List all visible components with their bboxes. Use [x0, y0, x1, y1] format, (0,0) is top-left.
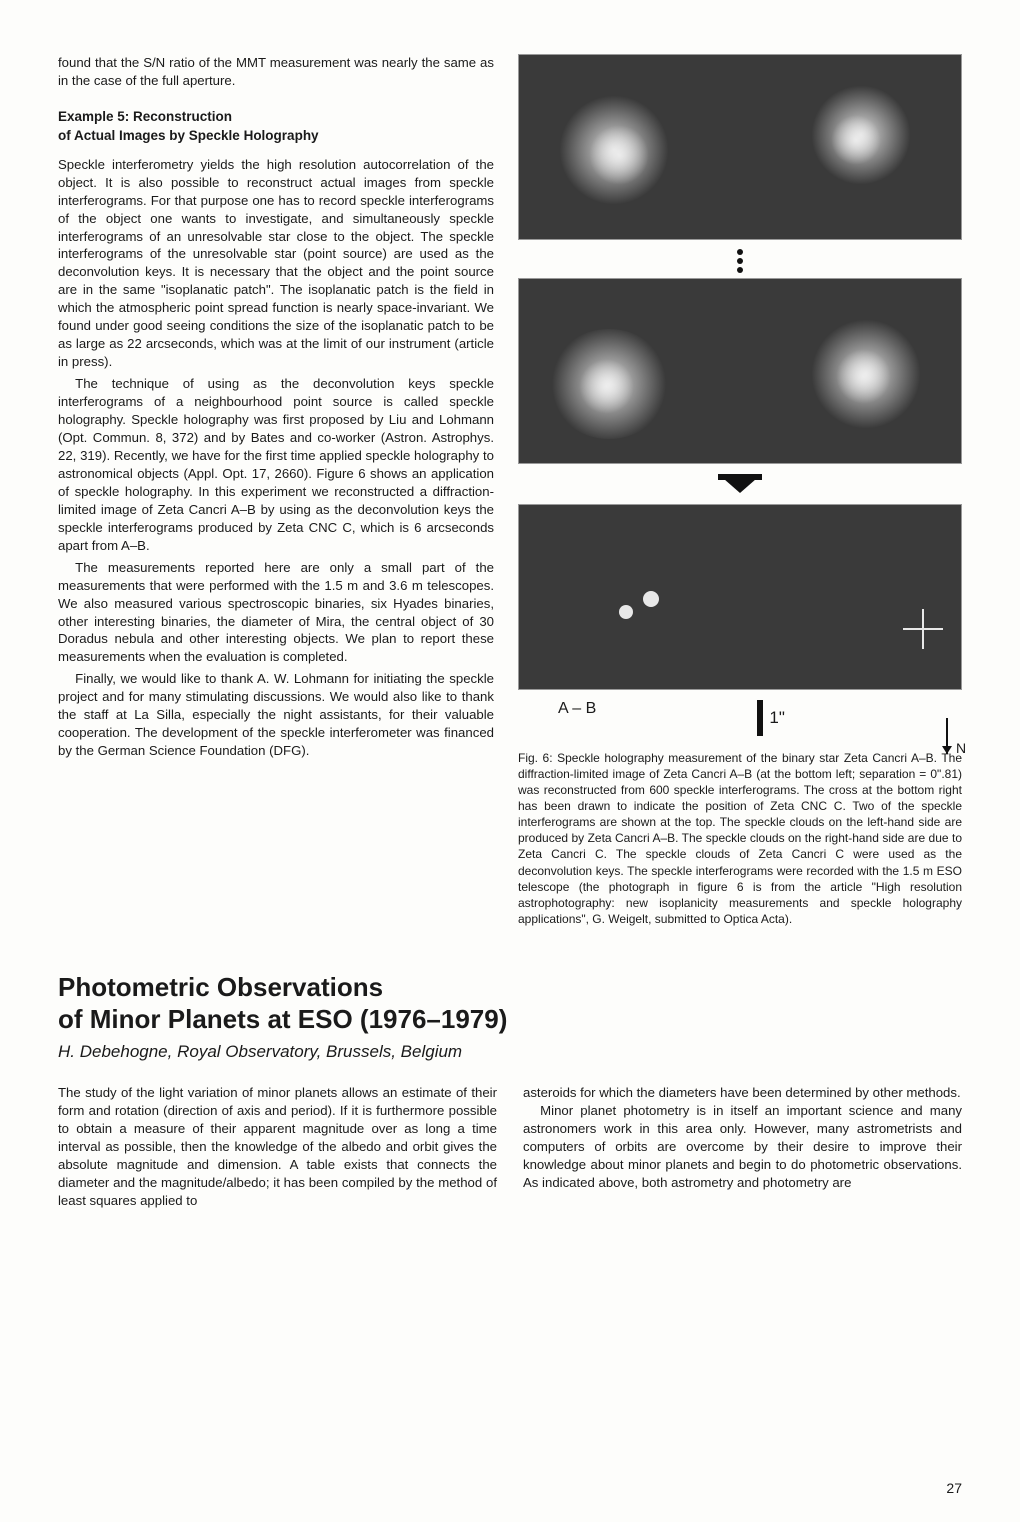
- ab-label: A – B: [558, 700, 596, 718]
- article2-col2: asteroids for which the diameters have b…: [523, 1084, 962, 1210]
- heading-line1: Example 5: Reconstruction: [58, 109, 232, 124]
- article2-col2-p2: Minor planet photometry is in itself an …: [523, 1102, 962, 1192]
- paragraph-1: Speckle interferometry yields the high r…: [58, 156, 494, 371]
- paragraph-4: Finally, we would like to thank A. W. Lo…: [58, 670, 494, 760]
- left-column: found that the S/N ratio of the MMT meas…: [58, 54, 494, 927]
- intro-paragraph: found that the S/N ratio of the MMT meas…: [58, 54, 494, 90]
- scale-bar: 1": [757, 700, 785, 736]
- title-line2: of Minor Planets at ESO (1976–1979): [58, 1004, 507, 1034]
- scale-label: 1": [769, 708, 785, 728]
- cross-marker-icon: [903, 609, 943, 649]
- page-number: 27: [946, 1480, 962, 1496]
- article2-body: The study of the light variation of mino…: [58, 1084, 962, 1210]
- example5-heading: Example 5: Reconstruction of Actual Imag…: [58, 108, 494, 146]
- figure-caption: Fig. 6: Speckle holography measurement o…: [518, 750, 962, 927]
- north-label: N: [956, 740, 966, 756]
- paragraph-2: The technique of using as the deconvolut…: [58, 375, 494, 555]
- speckle-panel-2: [518, 278, 962, 464]
- top-section: found that the S/N ratio of the MMT meas…: [58, 54, 962, 927]
- title-line1: Photometric Observations: [58, 972, 383, 1002]
- vertical-dots-icon: [518, 242, 962, 278]
- north-indicator-icon: N: [946, 700, 952, 754]
- article2-title: Photometric Observations of Minor Planet…: [58, 971, 962, 1036]
- article2-col2-p1: asteroids for which the diameters have b…: [523, 1084, 962, 1102]
- figure-column: A – B 1" N Fig. 6: Speckle holography me…: [518, 54, 962, 927]
- down-arrow-icon: [518, 466, 962, 504]
- speckle-panel-1: [518, 54, 962, 240]
- article2-col1-p1: The study of the light variation of mino…: [58, 1084, 497, 1210]
- figure-legend-row: A – B 1" N: [518, 690, 962, 742]
- paragraph-3: The measurements reported here are only …: [58, 559, 494, 667]
- article-2: Photometric Observations of Minor Planet…: [58, 971, 962, 1210]
- article2-byline: H. Debehogne, Royal Observatory, Brussel…: [58, 1042, 962, 1062]
- heading-line2: of Actual Images by Speckle Holography: [58, 128, 319, 143]
- result-panel: [518, 504, 962, 690]
- article2-col1: The study of the light variation of mino…: [58, 1084, 497, 1210]
